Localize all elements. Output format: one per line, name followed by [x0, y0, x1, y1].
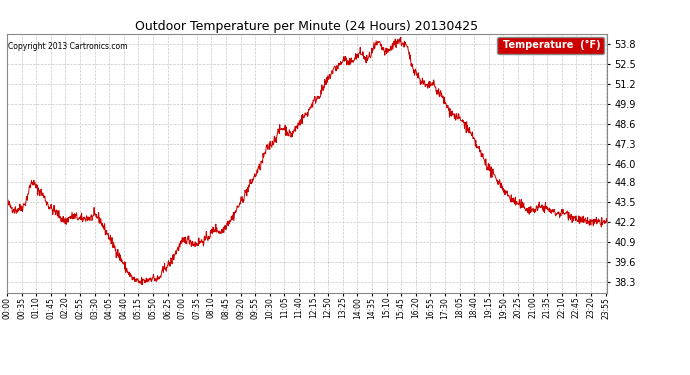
- Text: Copyright 2013 Cartronics.com: Copyright 2013 Cartronics.com: [8, 42, 128, 51]
- Legend: Temperature  (°F): Temperature (°F): [497, 37, 604, 54]
- Title: Outdoor Temperature per Minute (24 Hours) 20130425: Outdoor Temperature per Minute (24 Hours…: [135, 20, 479, 33]
